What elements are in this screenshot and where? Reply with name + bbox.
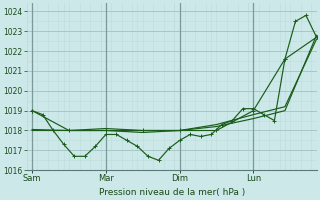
X-axis label: Pression niveau de la mer( hPa ): Pression niveau de la mer( hPa )	[99, 188, 245, 197]
